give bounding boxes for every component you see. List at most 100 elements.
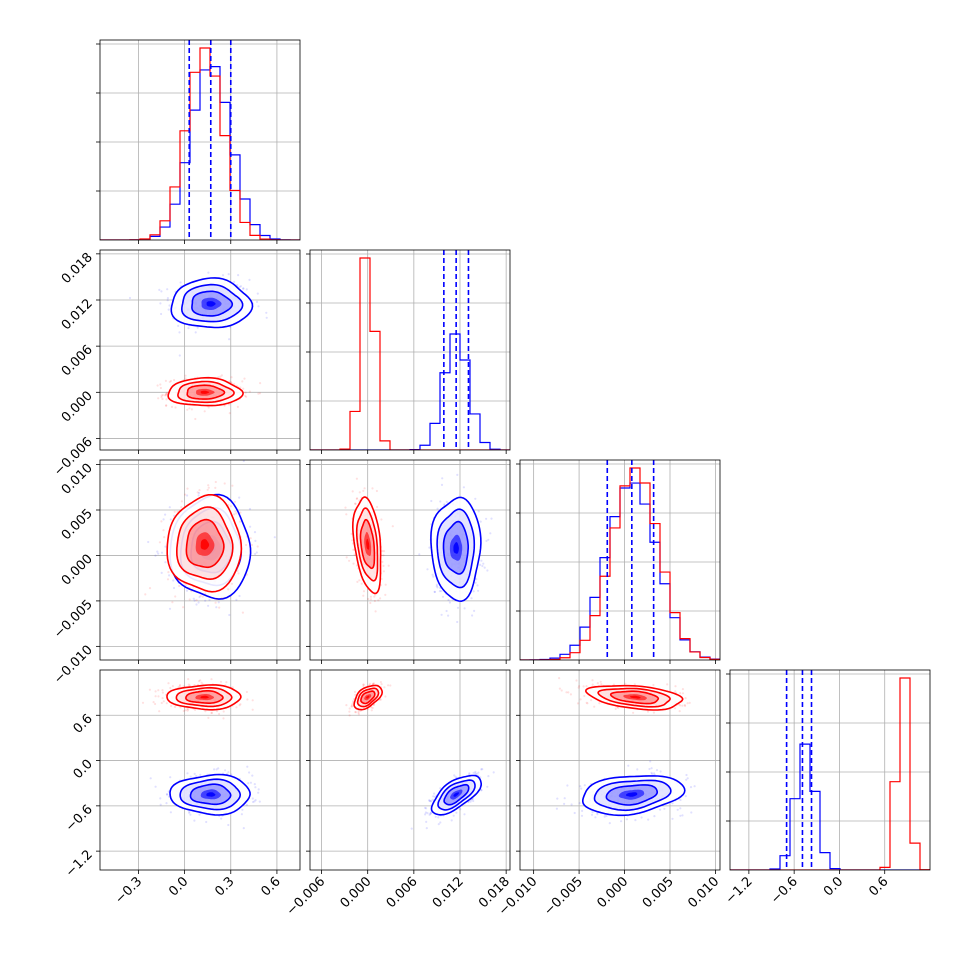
sample-point	[580, 814, 584, 817]
sample-point	[235, 512, 238, 515]
sample-point	[649, 760, 652, 763]
sample-point	[429, 812, 432, 815]
sample-point	[188, 811, 191, 814]
sample-point	[238, 285, 241, 289]
sample-point	[583, 784, 586, 787]
sample-point	[195, 599, 198, 602]
sample-point	[381, 560, 384, 564]
sample-point	[165, 398, 168, 401]
sample-point	[182, 606, 185, 609]
scatter-panel-3-2	[520, 670, 720, 870]
sample-point	[486, 569, 489, 572]
sample-point	[445, 500, 448, 503]
sample-point	[375, 489, 378, 493]
sample-point	[430, 499, 433, 503]
sample-point	[234, 510, 237, 513]
contour-core-blue	[453, 792, 459, 797]
sample-point	[251, 797, 254, 800]
contour-line-blue	[442, 520, 469, 575]
sample-point	[237, 572, 240, 575]
sample-point	[257, 392, 260, 395]
contour-line-red	[359, 518, 376, 570]
sample-point	[236, 569, 239, 573]
sample-point	[632, 711, 635, 714]
contour-core-blue	[206, 792, 216, 797]
sample-point	[594, 816, 597, 819]
sample-point	[374, 610, 377, 613]
sample-point	[148, 688, 151, 691]
sample-point	[224, 769, 227, 772]
histogram-red	[730, 677, 930, 870]
sample-point	[197, 494, 200, 497]
sample-point	[362, 685, 365, 688]
sample-point	[348, 559, 351, 562]
panel-frame	[519, 459, 721, 661]
sample-point	[432, 575, 435, 578]
sample-point	[205, 820, 208, 824]
sample-point	[354, 710, 357, 714]
sample-point	[230, 376, 233, 379]
sample-point	[379, 597, 382, 600]
sample-point	[210, 711, 213, 715]
sample-point	[218, 712, 221, 716]
sample-point	[178, 331, 181, 334]
sample-point	[357, 710, 360, 713]
contour-line-blue	[179, 778, 242, 811]
sample-point	[173, 705, 177, 709]
sample-point	[157, 689, 160, 692]
contour-core-blue	[453, 542, 459, 554]
sample-point	[161, 691, 164, 694]
sample-point	[265, 311, 268, 314]
sample-point	[186, 707, 189, 710]
sample-point	[217, 767, 220, 770]
sample-point	[199, 773, 202, 776]
sample-point	[184, 709, 187, 712]
sample-point	[154, 785, 157, 788]
sample-point	[387, 564, 390, 567]
sample-point	[624, 682, 627, 685]
sample-point	[147, 540, 150, 544]
sample-point	[243, 377, 246, 380]
sample-point	[242, 827, 245, 830]
sample-point	[573, 811, 576, 815]
sample-point	[372, 682, 375, 685]
sample-point	[424, 813, 427, 816]
sample-point	[348, 707, 351, 710]
sample-point	[614, 707, 617, 711]
sample-point	[258, 392, 262, 395]
sample-point	[590, 813, 594, 816]
sample-point	[192, 597, 195, 600]
sample-point	[236, 284, 239, 287]
sample-point	[480, 789, 483, 792]
sample-point	[241, 611, 244, 614]
sample-point	[354, 693, 357, 697]
sample-point	[180, 506, 183, 509]
sample-point	[242, 287, 245, 290]
sample-point	[480, 768, 483, 771]
sample-point	[659, 808, 662, 811]
sample-point	[351, 490, 354, 493]
sample-point	[165, 702, 168, 705]
sample-point	[428, 813, 431, 816]
sample-point	[482, 562, 485, 565]
sample-point	[354, 711, 357, 714]
sample-point	[179, 281, 182, 284]
sample-point	[214, 601, 217, 604]
sample-point	[439, 821, 442, 824]
sample-point	[351, 703, 354, 706]
sample-point	[445, 609, 448, 613]
sample-point	[165, 404, 168, 407]
sample-point	[560, 689, 563, 692]
sample-point	[235, 706, 238, 709]
sample-point	[160, 520, 163, 523]
sample-point	[162, 518, 165, 521]
sample-point	[249, 537, 252, 540]
sample-point	[149, 777, 152, 780]
sample-point	[437, 816, 440, 819]
sample-point	[227, 588, 230, 591]
sample-point	[433, 590, 436, 594]
sample-point	[418, 553, 421, 556]
sample-point	[194, 331, 197, 334]
sample-point	[354, 502, 357, 505]
sample-point	[447, 598, 450, 602]
